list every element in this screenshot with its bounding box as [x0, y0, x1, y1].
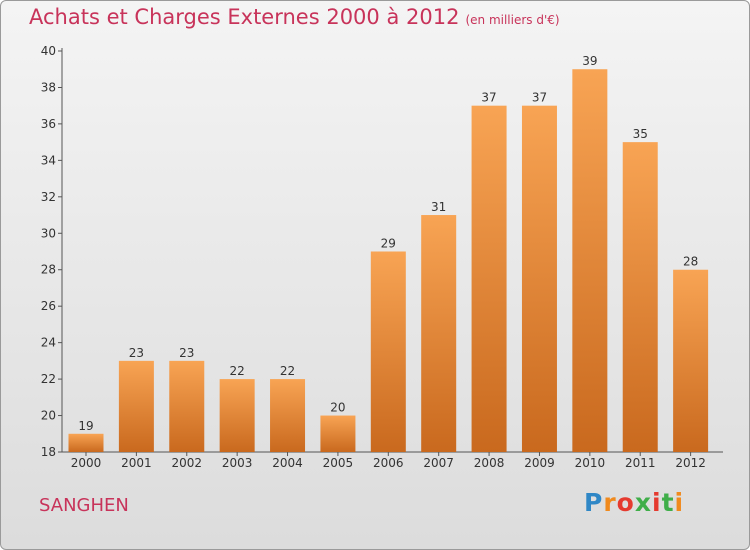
data-label: 28 [683, 255, 698, 269]
x-tick-label: 2008 [474, 456, 505, 470]
data-label: 20 [330, 401, 345, 415]
data-label: 31 [431, 200, 446, 214]
x-tick-label: 2004 [272, 456, 303, 470]
x-tick-label: 2005 [323, 456, 354, 470]
data-labels: 19 23 23 22 22 20 29 31 37 37 39 35 28 [78, 54, 698, 433]
x-axis: 2000 2001 2002 2003 2004 2005 2006 2007 2008 2009… [62, 451, 723, 470]
logo-letter: P [584, 488, 604, 517]
logo-letter: t [661, 488, 675, 517]
bar [521, 105, 557, 452]
x-tick-label: 2007 [423, 456, 454, 470]
x-tick-label: 2012 [675, 456, 706, 470]
y-axis: 18 20 22 24 26 28 30 32 34 36 38 40 [41, 44, 63, 459]
y-tick-label: 32 [41, 190, 56, 204]
data-label: 39 [582, 54, 597, 68]
logo-letter: i [674, 488, 685, 517]
data-label: 22 [230, 364, 245, 378]
logo-letter: i [652, 488, 662, 517]
y-tick-label: 28 [41, 263, 56, 277]
x-tick-label: 2010 [575, 456, 606, 470]
y-tick-label: 38 [41, 80, 56, 94]
bar [421, 215, 457, 452]
bar [68, 433, 104, 452]
bar [370, 251, 406, 452]
y-tick-label: 20 [41, 409, 56, 423]
y-tick-label: 18 [41, 445, 56, 459]
bar [270, 379, 306, 452]
data-label: 37 [532, 91, 547, 105]
x-tick-label: 2001 [121, 456, 152, 470]
y-tick-label: 24 [41, 336, 56, 350]
data-label: 23 [129, 346, 144, 360]
data-label: 29 [381, 237, 396, 251]
data-label: 37 [481, 91, 496, 105]
bar [622, 142, 658, 453]
data-label: 35 [633, 127, 648, 141]
y-tick-label: 26 [41, 299, 56, 313]
y-tick-label: 30 [41, 226, 56, 240]
proxiti-logo: Proxiti [584, 488, 684, 517]
x-tick-label: 2003 [222, 456, 253, 470]
data-label: 19 [78, 419, 93, 433]
y-tick-label: 40 [41, 44, 56, 58]
bars [68, 69, 709, 453]
bar [320, 415, 356, 452]
x-tick-label: 2000 [71, 456, 102, 470]
y-tick-label: 34 [41, 153, 56, 167]
chart-title: Achats et Charges Externes 2000 à 2012 (e… [29, 5, 560, 29]
x-tick-label: 2002 [171, 456, 202, 470]
x-tick-label: 2009 [524, 456, 555, 470]
y-tick-label: 22 [41, 372, 56, 386]
y-tick-label: 36 [41, 117, 56, 131]
bar [471, 105, 507, 452]
logo-letter: x [634, 488, 652, 517]
chart-title-text: Achats et Charges Externes 2000 à 2012 [29, 5, 460, 29]
data-label: 22 [280, 364, 295, 378]
logo-letter: r [603, 488, 617, 517]
bar [673, 269, 709, 452]
bar [118, 360, 154, 452]
x-tick-label: 2011 [625, 456, 656, 470]
bar [169, 360, 205, 452]
logo-letter: o [616, 488, 635, 517]
data-label: 23 [179, 346, 194, 360]
commune-name: SANGHEN [39, 495, 129, 516]
bar [219, 379, 255, 452]
x-tick-label: 2006 [373, 456, 404, 470]
chart-subtitle: (en milliers d'€) [465, 13, 560, 27]
bar [572, 69, 608, 453]
